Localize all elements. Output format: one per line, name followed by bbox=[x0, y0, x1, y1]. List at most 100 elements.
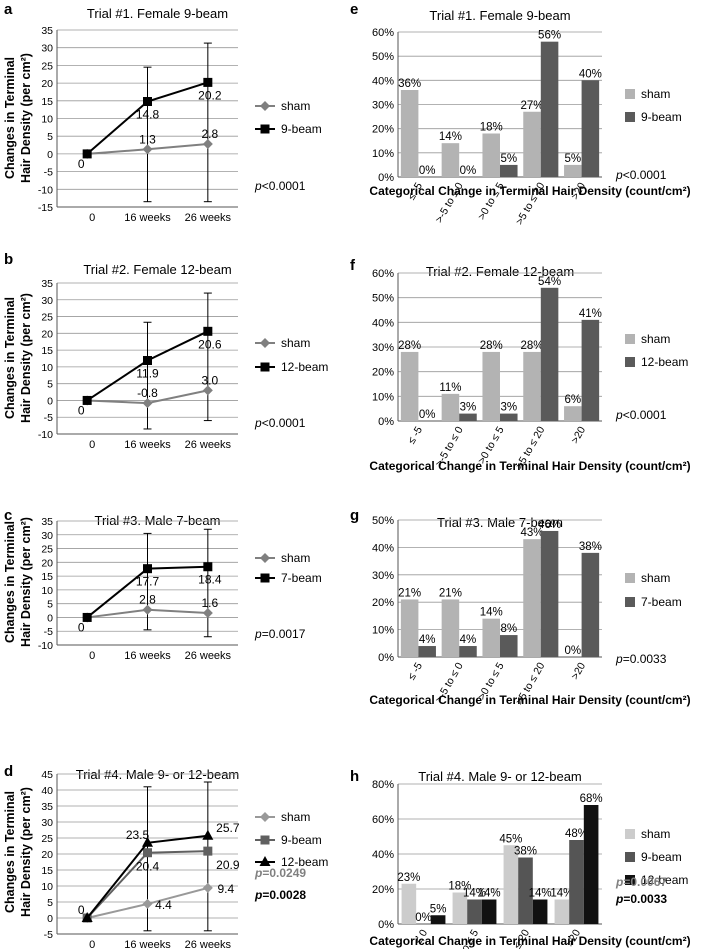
y-tick-label: 40% bbox=[372, 542, 394, 554]
data-point-7-beam bbox=[203, 562, 213, 572]
bar-12-beam bbox=[481, 899, 497, 924]
y-axis-title-line-2: Hair Density (per cm²) bbox=[19, 787, 33, 917]
legend-label: sham bbox=[641, 87, 670, 101]
p-value: p=0.0249 bbox=[254, 866, 306, 880]
y-tick-label: 0% bbox=[378, 919, 394, 931]
bar-sham bbox=[482, 351, 500, 421]
bar-sham bbox=[441, 143, 460, 177]
line-chart-a: a Trial #1. Female 9-beam -15 -10 -5 0 5 10 15 20… bbox=[3, 1, 322, 224]
legend-marker bbox=[260, 812, 270, 822]
line-chart-d: d Trial #4. Male 9- or 12-beam -5 0 5 10 15 20 2… bbox=[3, 763, 328, 949]
data-label: 28% bbox=[398, 340, 421, 352]
y-tick-label: 5 bbox=[47, 131, 53, 143]
data-label: 0 bbox=[78, 903, 85, 917]
x-tick-label: 26 weeks bbox=[185, 939, 232, 949]
data-label: 38% bbox=[579, 541, 602, 553]
data-point-9-beam bbox=[143, 848, 152, 858]
data-label: 28% bbox=[480, 340, 503, 352]
y-axis-title-line-1: Changes in Terminal bbox=[3, 521, 17, 643]
y-tick-label: 40% bbox=[372, 75, 394, 87]
data-point-7-beam bbox=[82, 612, 92, 622]
legend-swatch bbox=[625, 112, 635, 122]
data-label: 3% bbox=[460, 402, 477, 414]
legend-label: 9-beam bbox=[641, 850, 682, 864]
bar-9-beam bbox=[518, 857, 533, 924]
y-tick-label: 45 bbox=[41, 769, 53, 781]
legend-label: 12-beam bbox=[641, 355, 688, 369]
y-tick-label: 0 bbox=[47, 612, 53, 624]
y-tick-label: -10 bbox=[38, 184, 53, 196]
bar-sham bbox=[401, 883, 417, 924]
y-tick-label: 30% bbox=[372, 570, 394, 582]
data-label: 23% bbox=[397, 872, 420, 884]
legend-label: 9-beam bbox=[281, 833, 322, 847]
p-value-symbol: p bbox=[615, 652, 623, 666]
bar-sham bbox=[554, 899, 570, 924]
bar-chart-e: e Trial #1. Female 9-beam 0% 10% 20% 30% 40% 50… bbox=[350, 1, 691, 227]
data-point-12-beam bbox=[81, 912, 93, 922]
data-label: 0 bbox=[78, 403, 85, 417]
p-value-symbol: p bbox=[254, 866, 262, 880]
y-axis-title-line-2: Hair Density (per cm²) bbox=[19, 293, 33, 423]
y-tick-label: 25 bbox=[41, 312, 53, 324]
x-tick-label: 0 bbox=[89, 439, 95, 451]
y-tick-label: 35 bbox=[41, 801, 53, 813]
bar-sham bbox=[441, 393, 460, 421]
y-tick-label: 30% bbox=[372, 100, 394, 112]
p-value: p=0.0033 bbox=[615, 892, 667, 906]
data-label: 20.9 bbox=[216, 858, 240, 872]
y-tick-label: 20 bbox=[41, 557, 53, 569]
y-tick-label: 0 bbox=[47, 913, 53, 925]
legend-label: 7-beam bbox=[281, 571, 322, 585]
data-label: 14% bbox=[480, 607, 503, 619]
p-value-symbol: p bbox=[254, 179, 262, 193]
data-label: 18% bbox=[448, 881, 471, 893]
panel-label: c bbox=[4, 507, 12, 524]
x-tick-label: 16 weeks bbox=[124, 939, 171, 949]
y-tick-label: -5 bbox=[44, 626, 53, 638]
panel-label: f bbox=[350, 257, 356, 274]
data-label: 2.8 bbox=[139, 593, 156, 607]
bar-7-beam bbox=[540, 530, 559, 657]
legend-label: sham bbox=[281, 810, 310, 824]
data-label: 1.6 bbox=[201, 596, 218, 610]
y-tick-label: 0 bbox=[47, 149, 53, 161]
data-label: 20.2 bbox=[198, 88, 222, 102]
y-tick-label: 30% bbox=[372, 342, 394, 354]
data-point-9-beam bbox=[203, 77, 213, 87]
data-label: 9.4 bbox=[217, 882, 234, 896]
y-tick-label: 10 bbox=[41, 881, 53, 893]
bar-12-beam bbox=[583, 805, 599, 924]
data-label: 18.4 bbox=[198, 573, 222, 587]
data-label: 2.8 bbox=[201, 127, 218, 141]
x-axis-title: Categorical Change in Terminal Hair Dens… bbox=[369, 459, 690, 473]
legend-label: 12-beam bbox=[281, 855, 328, 869]
data-label: 3.0 bbox=[201, 373, 218, 387]
legend-marker bbox=[260, 124, 270, 134]
bar-9-beam bbox=[540, 41, 559, 177]
data-label: 21% bbox=[398, 587, 421, 599]
data-label: 56% bbox=[538, 30, 561, 42]
p-value-symbol: p bbox=[254, 416, 262, 430]
chart-title: Trial #1. Female 9-beam bbox=[87, 6, 228, 21]
data-label: 68% bbox=[580, 793, 603, 805]
y-tick-label: 20% bbox=[372, 597, 394, 609]
y-tick-label: 25 bbox=[41, 60, 53, 72]
panel-label: g bbox=[350, 507, 359, 524]
p-value: p=0.0033 bbox=[615, 652, 667, 666]
bar-9-beam bbox=[467, 899, 482, 924]
p-value-symbol: p bbox=[615, 168, 623, 182]
bar-12-beam bbox=[532, 899, 548, 924]
legend-swatch bbox=[625, 852, 635, 862]
data-label: 14% bbox=[439, 131, 462, 143]
data-label: 4% bbox=[419, 634, 436, 646]
y-tick-label: 0 bbox=[47, 395, 53, 407]
y-tick-label: 30 bbox=[41, 817, 53, 829]
data-label: 8% bbox=[500, 623, 517, 635]
x-tick-label: 16 weeks bbox=[124, 212, 171, 224]
data-label: 14% bbox=[463, 888, 486, 900]
bar-sham bbox=[523, 351, 541, 421]
x-tick-label: 0 bbox=[89, 939, 95, 949]
data-label: 43% bbox=[521, 527, 544, 539]
